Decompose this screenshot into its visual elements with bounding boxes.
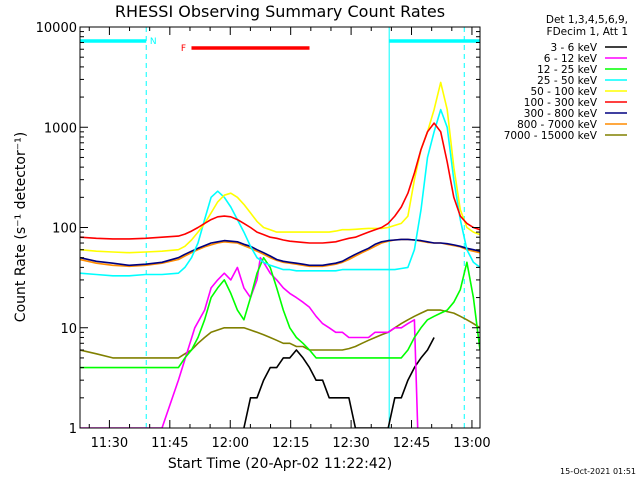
annotation-f: F bbox=[181, 44, 186, 54]
series-line-3-6-kev bbox=[243, 337, 435, 428]
chart-title: RHESSI Observing Summary Count Rates bbox=[115, 2, 445, 21]
series-line-6-12-kev bbox=[80, 256, 419, 428]
y-axis-label: Count Rate (s⁻¹ detector⁻¹) bbox=[13, 132, 29, 322]
annotation-n: N bbox=[150, 37, 157, 47]
legend-label: 300 - 800 keV bbox=[524, 108, 598, 120]
y-tick-label: 1000 bbox=[44, 121, 77, 136]
legend-header-line: FDecim 1, Att 1 bbox=[547, 26, 628, 38]
x-tick-label: 11:45 bbox=[151, 436, 188, 451]
y-axis: 1 10 100 1000 10000 bbox=[36, 21, 480, 437]
series-line-100-300-kev bbox=[80, 122, 480, 244]
legend-label: 6 - 12 keV bbox=[544, 53, 598, 65]
legend-label: 7000 - 15000 keV bbox=[504, 130, 598, 142]
legend-label: 100 - 300 keV bbox=[524, 97, 598, 109]
legend-label: 12 - 25 keV bbox=[537, 64, 598, 76]
y-tick-label: 10000 bbox=[36, 21, 77, 36]
y-tick-label: 1 bbox=[69, 422, 77, 437]
interval-bars: NF bbox=[80, 37, 480, 54]
legend-label: 25 - 50 keV bbox=[537, 75, 598, 87]
series-layer bbox=[80, 81, 480, 428]
series-line-12-25-kev bbox=[80, 256, 480, 369]
legend-header-line: Det 1,3,4,5,6,9, bbox=[546, 14, 628, 26]
x-tick-label: 12:45 bbox=[393, 436, 430, 451]
footer-timestamp: 15-Oct-2021 01:51 bbox=[560, 467, 636, 476]
y-tick-label: 100 bbox=[52, 222, 77, 237]
x-axis: 11:30 11:45 12:00 12:15 12:30 12:45 13:00 bbox=[88, 27, 491, 451]
x-tick-label: 12:00 bbox=[212, 436, 249, 451]
legend-label: 3 - 6 keV bbox=[550, 42, 597, 54]
y-tick-label: 10 bbox=[60, 322, 77, 337]
series-line-25-50-kev bbox=[80, 108, 480, 277]
x-tick-label: 12:30 bbox=[332, 436, 369, 451]
x-tick-label: 12:15 bbox=[272, 436, 309, 451]
x-tick-label: 13:00 bbox=[453, 436, 490, 451]
x-tick-label: 11:30 bbox=[91, 436, 128, 451]
x-axis-label: Start Time (20-Apr-02 11:22:42) bbox=[168, 456, 392, 472]
legend-label: 800 - 7000 keV bbox=[517, 119, 598, 131]
legend-label: 50 - 100 keV bbox=[530, 86, 597, 98]
legend-header: Det 1,3,4,5,6,9,FDecim 1, Att 1 bbox=[546, 14, 628, 38]
